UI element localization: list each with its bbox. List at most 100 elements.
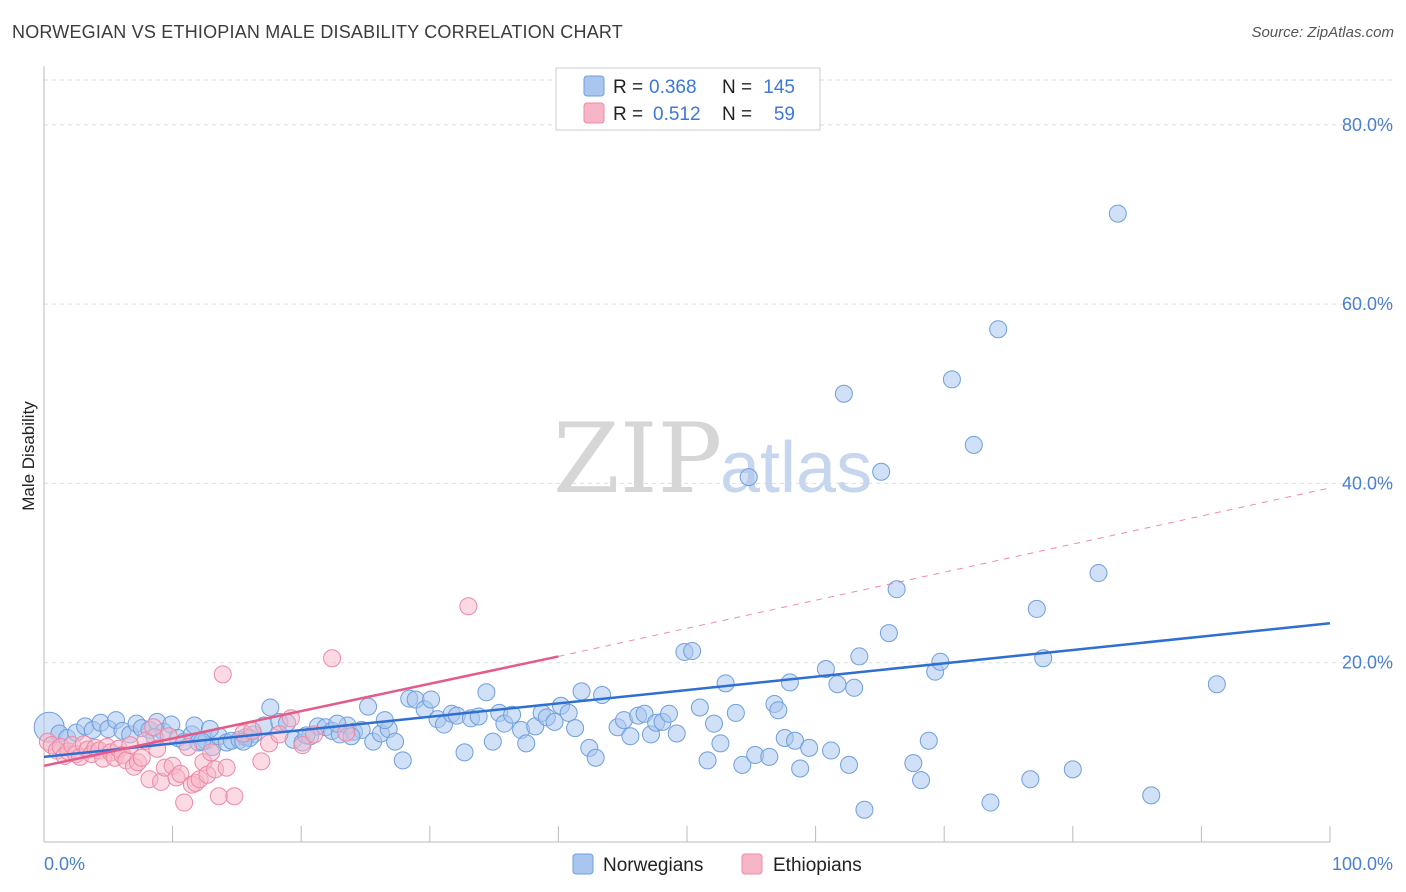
norwegian-point <box>716 674 735 693</box>
norwegian-point <box>822 741 841 760</box>
norwegian-point <box>1021 770 1040 789</box>
norwegian-point <box>942 370 961 389</box>
source-label: Source: ZipAtlas.com <box>1251 24 1394 41</box>
grid-lines <box>44 79 1393 664</box>
norwegian-point <box>559 703 578 722</box>
norwegian-point <box>726 703 745 722</box>
norwegian-point <box>840 755 859 774</box>
legend-n-label-norwegians: N = <box>722 77 752 98</box>
y-tick-label-80: 80.0% <box>1342 115 1393 135</box>
ethiopian-point <box>217 758 236 777</box>
norwegian-point <box>850 647 869 666</box>
ethiopian-point <box>171 764 190 783</box>
ethiopian-point <box>202 743 221 762</box>
norwegian-point <box>733 755 752 774</box>
ethiopian-point <box>337 723 356 742</box>
y-axis-label: Male Disability <box>19 401 38 511</box>
page-title: NORWEGIAN VS ETHIOPIAN MALE DISABILITY C… <box>12 22 623 42</box>
legend-r-label-ethiopians: R = <box>613 104 643 125</box>
norwegian-point <box>780 673 799 692</box>
x-tick-label-max: 100.0% <box>1332 854 1393 874</box>
norwegian-point <box>698 751 717 770</box>
norwegian-point <box>359 697 378 716</box>
ethiopian-trend-line <box>43 655 559 768</box>
ethiopian-point <box>209 787 228 806</box>
norwegian-point <box>1063 760 1082 779</box>
bottom-legend-norwegians: Norwegians <box>603 855 703 876</box>
y-tick-label-40: 40.0% <box>1342 473 1393 493</box>
legend-n-value-ethiopians: 59 <box>774 104 795 125</box>
norwegian-point <box>566 719 585 738</box>
norwegian-point <box>477 683 496 702</box>
norwegian-point <box>964 435 983 454</box>
norwegian-point <box>816 659 835 678</box>
legend-r-value-norwegians: 0.368 <box>649 77 697 98</box>
legend-r-value-ethiopians: 0.512 <box>653 104 701 125</box>
norwegian-point <box>739 468 758 487</box>
norwegian-point <box>422 690 441 709</box>
watermark: ZIP atlas <box>553 403 872 515</box>
legend-n-label-ethiopians: N = <box>722 104 752 125</box>
series-legend: Norwegians Ethiopians <box>572 853 862 876</box>
y-tick-label-20: 20.0% <box>1342 653 1393 673</box>
ethiopian-point <box>293 736 312 755</box>
legend-swatch-ethiopians <box>583 102 605 124</box>
norwegian-point <box>1108 204 1127 223</box>
y-tick-labels: 20.0% 40.0% 60.0% 80.0% <box>1342 115 1393 673</box>
norwegian-point <box>931 652 950 671</box>
norwegian-point <box>261 698 280 717</box>
norwegian-point <box>989 320 1008 339</box>
norwegian-point <box>1207 675 1226 694</box>
norwegian-point <box>593 685 612 704</box>
norwegian-point <box>1142 786 1161 805</box>
norwegian-point <box>845 678 864 697</box>
legend-swatch-norwegians <box>583 75 605 97</box>
y-tick-label-60: 60.0% <box>1342 294 1393 314</box>
norwegian-point <box>786 731 805 750</box>
norwegian-point <box>586 748 605 767</box>
norwegian-point <box>659 704 678 723</box>
ethiopian-point <box>252 752 271 771</box>
norwegian-point <box>690 698 709 717</box>
legend-n-value-norwegians: 145 <box>763 77 795 98</box>
watermark-atlas: atlas <box>720 428 872 508</box>
norwegian-point <box>834 384 853 403</box>
norwegian-point <box>1027 599 1046 618</box>
norwegian-point <box>828 675 847 694</box>
norwegian-point <box>517 734 536 753</box>
ethiopian-point <box>225 787 244 806</box>
norwegian-point <box>667 724 686 743</box>
ethiopian-point <box>144 718 163 737</box>
norwegian-point <box>872 462 891 481</box>
legend-r-label-norwegians: R = <box>613 77 643 98</box>
norwegian-point <box>545 712 564 731</box>
axes <box>43 66 1331 843</box>
ethiopian-point <box>175 793 194 812</box>
norwegian-point <box>887 580 906 599</box>
ethiopian-point <box>459 597 478 616</box>
ethiopian-point <box>323 649 342 668</box>
norwegian-point <box>981 793 1000 812</box>
norwegian-point <box>769 701 788 720</box>
norwegian-point <box>621 727 640 746</box>
stats-legend: R = 0.368 N = 145 R = 0.512 N = 59 <box>555 67 821 131</box>
ethiopian-point <box>132 748 151 767</box>
bottom-legend-swatch-norwegians <box>572 853 594 875</box>
norwegian-point <box>572 682 591 701</box>
norwegian-point <box>904 754 923 773</box>
norwegian-point <box>711 734 730 753</box>
norwegian-point <box>1089 564 1108 583</box>
norwegian-point <box>912 771 931 790</box>
bottom-legend-ethiopians: Ethiopians <box>773 855 862 876</box>
x-tick-label-min: 0.0% <box>44 854 85 874</box>
norwegian-point <box>683 642 702 661</box>
norwegian-trend-line <box>43 622 1331 759</box>
ethiopian-point <box>213 665 232 684</box>
norwegian-point <box>455 743 474 762</box>
norwegian-point <box>393 751 412 770</box>
bottom-legend-swatch-ethiopians <box>741 853 763 875</box>
trend-lines <box>43 487 1331 768</box>
ethiopian-point <box>270 725 289 744</box>
watermark-zip: ZIP <box>553 403 722 515</box>
